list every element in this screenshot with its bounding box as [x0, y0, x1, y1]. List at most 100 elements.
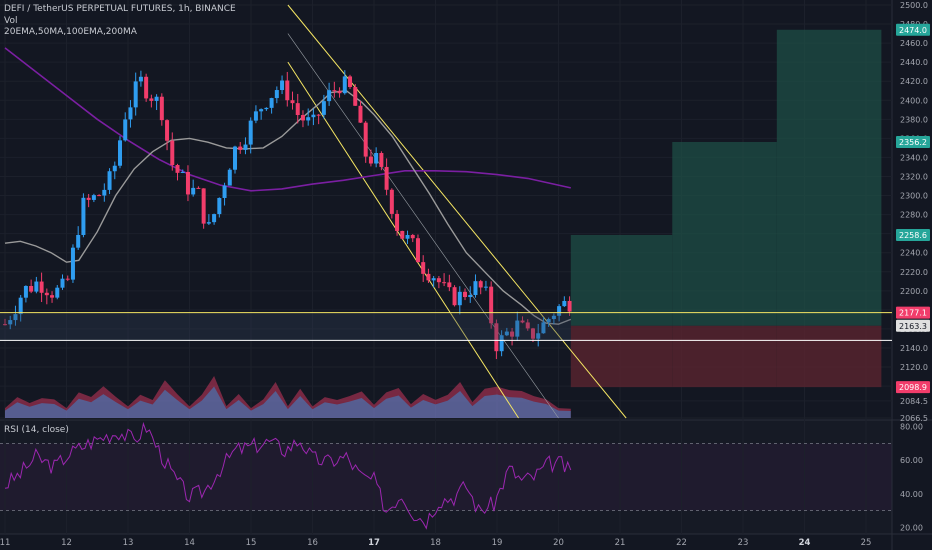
rsi-indicator [0, 421, 892, 530]
candle-body [259, 109, 264, 112]
candle-body [285, 80, 290, 101]
candle-body [97, 195, 102, 197]
price-label-text: 2258.6 [899, 231, 927, 240]
candle-body [44, 292, 49, 296]
channel-upper-line [287, 4, 627, 419]
chart-title: DEFI / TetherUS PERPETUAL FUTURES, 1h, B… [4, 4, 236, 14]
candle-body [300, 115, 305, 121]
candle-body [421, 262, 426, 274]
candle-body [70, 247, 75, 280]
candle-body [60, 278, 65, 288]
loss-zone [570, 325, 673, 388]
time-tick-label: 17 [368, 538, 380, 548]
profit-zone [776, 29, 882, 326]
candle-body [55, 287, 60, 298]
time-tick-label: 18 [430, 538, 441, 548]
candle-body [374, 153, 379, 164]
price-tick-label: 2220.0 [900, 268, 928, 277]
candle-body [29, 285, 34, 292]
price-tick-label: 2320.0 [900, 172, 928, 181]
candle-body [39, 281, 44, 293]
price-tick-label: 2084.5 [900, 397, 928, 406]
channel-mid-line [287, 33, 559, 419]
candle-body [138, 76, 143, 82]
ma-200-line [4, 47, 571, 192]
candle-body [478, 281, 483, 288]
candle-body [191, 187, 196, 195]
price-tick-label: 2200.0 [900, 287, 928, 296]
rsi-tick-label: 20.00 [900, 523, 923, 532]
ma-50-line [4, 89, 572, 325]
candle-body [494, 323, 499, 352]
candle-body [212, 214, 217, 223]
candle-body [436, 278, 441, 283]
price-label-text: 2163.3 [899, 322, 927, 331]
candle-body [525, 322, 530, 329]
candle-body [133, 81, 138, 108]
candle-body [107, 171, 112, 190]
candle-body [400, 230, 405, 239]
candle-body [562, 300, 567, 307]
candle-body [3, 324, 7, 326]
candle-body [81, 197, 86, 235]
candle-body [18, 297, 23, 315]
loss-zone [672, 325, 777, 388]
candle-body [23, 285, 28, 298]
candle-body [536, 333, 541, 339]
candle-body [515, 320, 520, 337]
price-tick-label: 2140.0 [900, 344, 928, 353]
price-label-box [896, 306, 930, 319]
range-box [0, 312, 571, 341]
candle-body [368, 156, 373, 164]
candle-body [499, 335, 504, 352]
candle-body [102, 189, 107, 196]
candle-body [238, 146, 243, 150]
candle-body [447, 282, 452, 288]
candle-body [557, 306, 562, 316]
candle-body [8, 320, 13, 325]
candle-body [243, 144, 248, 150]
price-tick-label: 2420.0 [900, 77, 928, 86]
price-tick-label: 2500.0 [900, 1, 928, 10]
position-zones[interactable] [570, 29, 882, 388]
horizontal-levels[interactable] [0, 312, 892, 341]
time-tick-label: 21 [615, 538, 626, 548]
price-tick-label: 2066.5 [900, 414, 928, 423]
candle-body [50, 295, 55, 298]
candle-body [76, 234, 81, 248]
time-tick-label: 16 [307, 538, 318, 548]
time-tick-label: 14 [184, 538, 195, 548]
candle-body [426, 273, 431, 281]
candle-body [415, 238, 420, 263]
candle-body [13, 314, 18, 321]
candles [3, 70, 572, 360]
descending-channel[interactable] [287, 4, 627, 419]
candle-body [154, 96, 159, 101]
candle-body [316, 114, 321, 116]
profit-zone [672, 141, 777, 326]
price-tick-label: 2120.0 [900, 363, 928, 372]
price-tick-label: 2380.0 [900, 115, 928, 124]
candle-body [306, 117, 311, 121]
rsi-legend: RSI (14, close) [4, 425, 69, 435]
candle-body [149, 98, 154, 101]
price-label-box [896, 23, 930, 36]
candle-body [253, 111, 258, 121]
price-tick-label: 2300.0 [900, 192, 928, 201]
candle-body [530, 328, 535, 339]
candle-body [196, 187, 201, 189]
candle-body [358, 105, 363, 123]
candle-body [118, 140, 123, 166]
candle-body [510, 331, 515, 337]
candle-body [311, 114, 316, 118]
volume-sell [5, 376, 571, 418]
price-tick-label: 2280.0 [900, 211, 928, 220]
candle-body [170, 140, 175, 166]
candle-body [567, 300, 572, 312]
time-tick-label: 11 [0, 538, 10, 548]
candle-body [123, 119, 128, 141]
candle-body [468, 295, 473, 298]
price-tick-label: 2400.0 [900, 96, 928, 105]
